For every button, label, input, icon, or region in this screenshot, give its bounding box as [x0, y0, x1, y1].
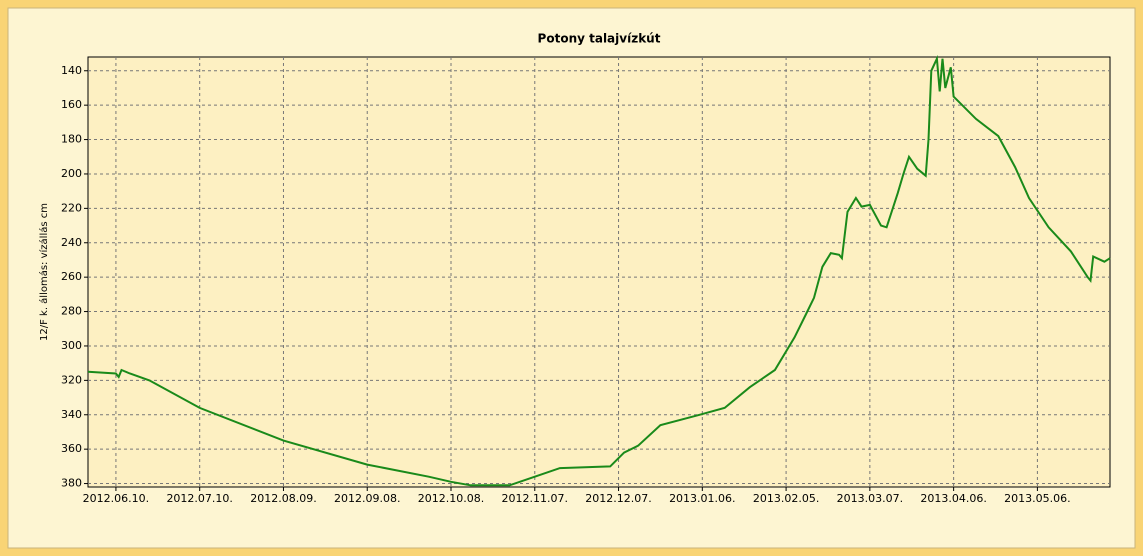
chart-title: Potony talajvízkút	[538, 32, 661, 46]
x-tick-label: 2012.10.08.	[418, 492, 484, 505]
x-tick-label: 2012.11.07.	[502, 492, 568, 505]
y-tick-label: 360	[61, 442, 82, 455]
x-tick-label: 2013.02.05.	[753, 492, 819, 505]
y-axis-label: 12/F k. állomás: vízállás cm	[38, 203, 50, 341]
y-tick-label: 260	[61, 270, 82, 283]
y-tick-label: 180	[61, 133, 82, 146]
x-tick-label: 2012.12.07.	[585, 492, 651, 505]
y-tick-label: 200	[61, 167, 82, 180]
x-tick-label: 2012.09.08.	[334, 492, 400, 505]
x-tick-label: 2013.01.06.	[669, 492, 735, 505]
y-tick-label: 320	[61, 373, 82, 386]
y-tick-label: 160	[61, 98, 82, 111]
plot-area	[87, 56, 1111, 488]
y-tick-label: 280	[61, 305, 82, 318]
y-tick-label: 340	[61, 408, 82, 421]
y-tick-label: 220	[61, 201, 82, 214]
x-tick-label: 2012.06.10.	[83, 492, 149, 505]
y-tick-label: 300	[61, 339, 82, 352]
x-tick-label: 2013.05.06.	[1004, 492, 1070, 505]
x-tick-label: 2012.08.09.	[250, 492, 316, 505]
x-tick-label: 2013.04.06.	[920, 492, 986, 505]
y-tick-label: 240	[61, 236, 82, 249]
y-tick-label: 140	[61, 64, 82, 77]
y-tick-label: 380	[61, 477, 82, 490]
x-tick-label: 2013.03.07.	[837, 492, 903, 505]
x-tick-label: 2012.07.10.	[166, 492, 232, 505]
data-line	[87, 54, 1111, 487]
